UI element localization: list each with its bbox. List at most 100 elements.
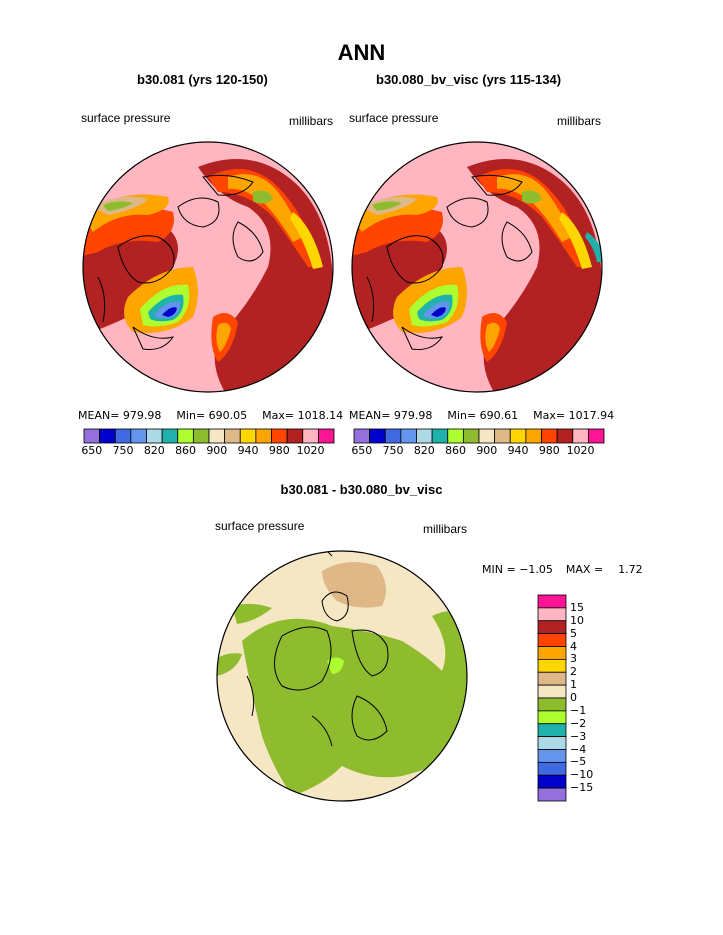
- panel1-stats: MEAN= 979.98 Min= 690.05 Max= 1018.14: [78, 409, 343, 422]
- panel2-min-label: Min=: [447, 409, 477, 422]
- panel2-colorbar-tick-label: 1020: [566, 444, 595, 457]
- panel1-colorbar-tick-label: 900: [206, 444, 228, 457]
- panel1-colorbar-swatch: [177, 428, 194, 444]
- panel1-colorbar-tick-label: 1020: [296, 444, 325, 457]
- panel1-colorbar-swatch: [99, 428, 116, 444]
- diff-colorbar-swatch: [537, 658, 567, 673]
- panel2-colorbar-swatch: [478, 428, 496, 444]
- diff-colorbar-tick-label: −2: [570, 716, 587, 730]
- panel2-colorbar-swatch: [353, 428, 371, 444]
- panel1-colorbar-swatch: [161, 428, 179, 444]
- diff-colorbar-swatch: [537, 749, 567, 763]
- diff-min-value: −1.05: [519, 563, 553, 576]
- panel2-colorbar-swatch: [384, 428, 402, 444]
- diff-polar-map: [216, 550, 468, 802]
- diff-colorbar-swatch: [537, 697, 567, 712]
- panel2-colorbar-swatch: [509, 428, 527, 444]
- panel2-max-value: 1017.94: [568, 409, 615, 422]
- panel2-colorbar-swatch: [541, 428, 558, 444]
- diff-colorbar-tick-label: 4: [570, 639, 577, 653]
- diff-colorbar-tick-label: 1: [570, 678, 577, 692]
- diff-colorbar-swatch: [537, 620, 567, 635]
- panel2-variable-label: surface pressure: [349, 111, 439, 125]
- diff-colorbar-swatch: [537, 607, 567, 622]
- panel1-colorbar-swatch: [286, 428, 304, 444]
- panel1-colorbar-tick-label: 750: [112, 444, 134, 457]
- panel1-colorbar-tick-label: 820: [143, 444, 165, 457]
- diff-colorbar-swatch: [537, 594, 567, 609]
- panel2-colorbar-swatch: [494, 428, 511, 444]
- panel2-title: b30.080_bv_visc (yrs 115-134): [376, 72, 562, 87]
- diff-colorbar-tick-label: 10: [570, 613, 584, 627]
- panel1-colorbar-tick-label: 860: [175, 444, 197, 457]
- panel1-colorbar-swatch: [239, 428, 257, 444]
- panel2-colorbar-tick-label: 750: [382, 444, 404, 457]
- panel1-colorbar-swatch: [114, 428, 132, 444]
- panel1-colorbar-swatch: [208, 428, 226, 444]
- panel2-colorbar-swatch: [556, 428, 574, 444]
- panel1-colorbar-swatch: [271, 428, 288, 444]
- panel1-mean-label: MEAN=: [78, 409, 120, 422]
- panel2-units-label: millibars: [557, 114, 602, 128]
- diff-colorbar-tick-label: 15: [570, 600, 584, 614]
- panel2-colorbar-ticks: 650 750 820 860 900 940 980 1020: [351, 444, 604, 458]
- diff-colorbar-tick-label: 2: [570, 665, 577, 679]
- diff-colorbar-swatch: [537, 633, 567, 647]
- panel1-max-label: Max=: [262, 409, 295, 422]
- panel1-colorbar-tick-label: 940: [237, 444, 259, 457]
- diff-colorbar: [537, 594, 567, 802]
- panel1-variable-label: surface pressure: [81, 111, 171, 125]
- panel2-colorbar-swatch: [572, 428, 589, 444]
- diff-colorbar-tick-label: −3: [570, 729, 587, 743]
- panel1-colorbar-swatch: [255, 428, 272, 444]
- diff-colorbar-tick-label: −5: [570, 755, 587, 769]
- panel2-max-label: Max=: [533, 409, 566, 422]
- diff-min-label: MIN =: [482, 563, 516, 576]
- page-title: ANN: [337, 40, 386, 65]
- panel2-colorbar-swatch: [525, 428, 542, 444]
- panel1-colorbar-ticks: 650 750 820 860 900 940 980 1020: [81, 444, 334, 458]
- diff-colorbar-swatch: [537, 723, 567, 738]
- diff-colorbar-tick-label: −1: [570, 703, 587, 717]
- diff-max-value: 1.72: [618, 563, 643, 576]
- diff-max-label: MAX =: [565, 563, 604, 576]
- diff-colorbar-swatch: [537, 761, 567, 776]
- diff-title: b30.081 - b30.080_bv_visc: [280, 482, 443, 497]
- diff-colorbar-tick-label: −10: [570, 768, 594, 782]
- panel2-colorbar-tick-label: 900: [476, 444, 498, 457]
- panel1-colorbar-swatch: [192, 428, 210, 444]
- diff-colorbar-ticks: 15 10 5 4 3 2 1 0 −1 −2 −3 −4 −5 −10 −15: [570, 595, 610, 801]
- diff-variable-label: surface pressure: [215, 519, 305, 533]
- panel2-colorbar-swatch: [587, 428, 605, 444]
- panel1-colorbar-tick-label: 980: [268, 444, 290, 457]
- diff-colorbar-tick-label: 0: [570, 691, 577, 704]
- diff-stats: MIN = −1.05 MAX = 1.72: [482, 563, 643, 576]
- panel2-colorbar-tick-label: 860: [445, 444, 467, 457]
- diff-colorbar-swatch: [537, 774, 567, 789]
- panel2-mean-value: 979.98: [393, 409, 433, 422]
- panel2-polar-map: [351, 141, 603, 393]
- panel1-colorbar-swatch: [317, 428, 335, 444]
- panel2-colorbar-swatch: [431, 428, 449, 444]
- diff-colorbar-swatch: [537, 787, 567, 802]
- diff-colorbar-swatch: [537, 684, 567, 699]
- panel2-colorbar-swatch: [462, 428, 480, 444]
- panel2-stats: MEAN= 979.98 Min= 690.61 Max= 1017.94: [349, 409, 614, 422]
- diff-colorbar-tick-label: 5: [570, 626, 577, 640]
- diff-colorbar-swatch: [537, 646, 567, 660]
- panel1-colorbar-tick-label: 650: [81, 444, 103, 457]
- panel2-colorbar-swatch: [447, 428, 464, 444]
- panel2-colorbar-swatch: [400, 428, 417, 444]
- panel1-colorbar-swatch: [224, 428, 241, 444]
- panel1-min-value: 690.05: [208, 409, 248, 422]
- panel1-min-label: Min=: [176, 409, 206, 422]
- panel1-title: b30.081 (yrs 120-150): [137, 72, 268, 87]
- panel2-colorbar-swatch: [369, 428, 386, 444]
- panel2-mean-label: MEAN=: [349, 409, 391, 422]
- diff-colorbar-swatch: [537, 671, 567, 686]
- panel2-colorbar-tick-label: 980: [538, 444, 560, 457]
- panel1-colorbar-swatch: [130, 428, 147, 444]
- panel2-colorbar-tick-label: 650: [351, 444, 373, 457]
- panel1-max-value: 1018.14: [297, 409, 344, 422]
- panel2-colorbar-tick-label: 820: [413, 444, 435, 457]
